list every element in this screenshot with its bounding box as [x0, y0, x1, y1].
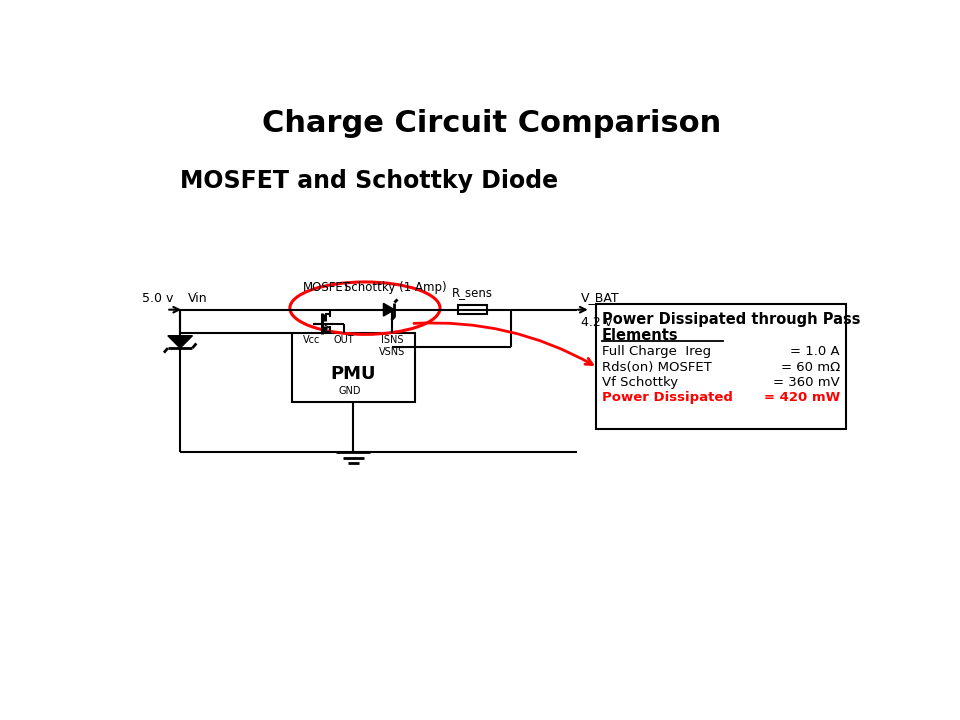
Text: 4.2 v: 4.2 v [581, 316, 612, 329]
FancyBboxPatch shape [458, 305, 488, 314]
Text: MOSFET and Schottky Diode: MOSFET and Schottky Diode [180, 169, 558, 193]
Text: Vf Schottky: Vf Schottky [602, 376, 678, 389]
Text: ISNS: ISNS [381, 335, 403, 345]
Text: Power Dissipated through Pass: Power Dissipated through Pass [602, 312, 860, 327]
Text: Schottky (1 Amp): Schottky (1 Amp) [345, 282, 447, 294]
Text: VSNS: VSNS [379, 346, 405, 356]
Text: = 1.0 A: = 1.0 A [790, 345, 840, 358]
FancyBboxPatch shape [292, 333, 415, 402]
FancyBboxPatch shape [596, 305, 846, 429]
Text: Vin: Vin [188, 292, 207, 305]
Text: OUT: OUT [334, 335, 354, 345]
Text: = 60 mΩ: = 60 mΩ [780, 361, 840, 374]
Text: Power Dissipated: Power Dissipated [602, 391, 733, 405]
Text: Elements: Elements [602, 328, 679, 343]
Polygon shape [383, 303, 395, 316]
Text: GND: GND [338, 386, 361, 396]
Text: Full Charge  Ireg: Full Charge Ireg [602, 345, 711, 358]
Text: Charge Circuit Comparison: Charge Circuit Comparison [262, 109, 722, 138]
Text: = 360 mV: = 360 mV [774, 376, 840, 389]
Text: = 420 mW: = 420 mW [764, 391, 840, 405]
Polygon shape [168, 336, 192, 348]
Text: MOSFET: MOSFET [302, 282, 350, 294]
Text: Rds(on) MOSFET: Rds(on) MOSFET [602, 361, 712, 374]
Text: Vcc: Vcc [302, 335, 320, 345]
Text: R_sens: R_sens [452, 286, 493, 299]
Text: V_BAT: V_BAT [581, 291, 619, 304]
Text: 5.0 v: 5.0 v [142, 292, 173, 305]
Text: PMU: PMU [330, 364, 376, 382]
